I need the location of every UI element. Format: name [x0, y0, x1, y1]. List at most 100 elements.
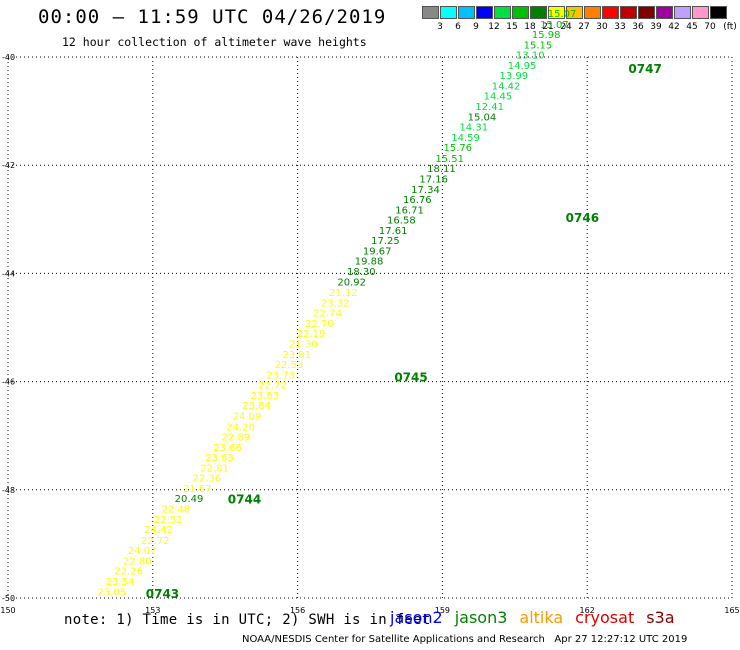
data-point-label: 17.61 [379, 226, 408, 237]
legend-swatch [584, 6, 601, 19]
data-point-label: 23.54 [106, 577, 135, 588]
data-point-label: 15.76 [444, 143, 473, 154]
legend-swatch [476, 6, 493, 19]
data-point-label: 22.70 [305, 319, 334, 330]
data-point-label: 22.74 [313, 309, 342, 320]
legend-tick-label: 27 [578, 22, 590, 32]
legend-tick-label: 15 [506, 22, 518, 32]
x-tick-label: 165 [724, 606, 739, 615]
legend-swatch [620, 6, 637, 19]
data-point-label: 16.71 [395, 205, 424, 216]
data-point-label: 21.30 [289, 340, 318, 351]
data-point-label: 16.58 [387, 216, 416, 227]
chart-title: 00:00 – 11:59 UTC 04/26/2019 [38, 6, 387, 28]
data-point-label: 14.59 [451, 133, 480, 144]
data-point-label: 13.10 [516, 51, 545, 62]
data-point-label: 23.66 [213, 443, 242, 454]
data-point-label: 12.41 [475, 102, 504, 113]
y-tick-label: -44 [2, 269, 15, 278]
legend-swatch [530, 6, 547, 19]
legend-swatch [422, 6, 439, 19]
y-tick-label: -46 [2, 378, 15, 387]
data-point-label: 20.92 [337, 277, 366, 288]
legend-swatch [602, 6, 619, 19]
credit-line: NOAA/NESDIS Center for Satellite Applica… [242, 634, 688, 645]
legend-tick-label: 70 [704, 22, 716, 32]
data-point-label: 19.67 [363, 246, 392, 257]
legend-tick-label: 18 [524, 22, 536, 32]
data-point-label: 17.16 [419, 175, 448, 186]
data-point-label: 16.76 [403, 195, 432, 206]
time-label: 0747 [628, 62, 661, 76]
data-point-label: 17.34 [411, 185, 440, 196]
time-label: 0746 [566, 211, 599, 225]
data-point-label: 23.84 [242, 401, 271, 412]
x-tick-label: 153 [145, 606, 160, 615]
data-point-label: 21.67 [183, 484, 212, 495]
data-point-label: 22.26 [114, 567, 143, 578]
legend-swatch [710, 6, 727, 19]
legend-swatch [692, 6, 709, 19]
legend-tick-label: 6 [455, 22, 461, 32]
data-point-label: 22.36 [193, 474, 222, 485]
data-point-label: 23.83 [205, 453, 234, 464]
time-label: 0745 [394, 371, 427, 385]
data-point-label: 22.89 [221, 433, 250, 444]
data-point-label: 24.07 [128, 546, 157, 557]
x-tick-label: 162 [580, 606, 595, 615]
data-point-label: 24.09 [233, 411, 262, 422]
legend-swatch [512, 6, 529, 19]
data-point-label: 23.83 [250, 391, 279, 402]
data-point-label: 14.42 [492, 81, 521, 92]
y-tick-label: -42 [2, 161, 15, 170]
satellite-s3a: s3a [646, 608, 675, 627]
data-point-label: 22.19 [297, 329, 326, 340]
legend-swatch [674, 6, 691, 19]
legend-swatch [638, 6, 655, 19]
legend-tick-label: 12 [488, 22, 500, 32]
legend-tick-label: 36 [632, 22, 644, 32]
data-point-label: 22.48 [162, 505, 191, 516]
legend-tick-label: 30 [596, 22, 608, 32]
legend-tick-label: 45 [686, 22, 698, 32]
legend-swatch [440, 6, 457, 19]
legend-swatch [494, 6, 511, 19]
data-point-label: 14.95 [508, 61, 537, 72]
data-point-label: 22.72 [258, 381, 287, 392]
legend-swatch [656, 6, 673, 19]
legend-tick-label: 42 [668, 22, 680, 32]
legend-tick-label: 3 [437, 22, 443, 32]
x-tick-label: 159 [435, 606, 450, 615]
data-point-label: 23.81 [282, 350, 311, 361]
satellite-altika: altika [519, 608, 564, 627]
data-point-label: 22.80 [123, 556, 152, 567]
chart-subtitle: 12 hour collection of altimeter wave hei… [62, 35, 367, 49]
data-point-label: 22.52 [154, 515, 183, 526]
legend-swatch [548, 6, 565, 19]
legend-tick-label: 33 [614, 22, 626, 32]
data-point-label: 19.88 [355, 257, 384, 268]
x-tick-label: 150 [0, 606, 15, 615]
data-point-label: 15.51 [435, 154, 464, 165]
data-point-label: 15.04 [468, 112, 497, 123]
y-tick-label: -40 [2, 53, 15, 62]
satellite-legend: jason2 jason3 altika cryosat s3a [390, 608, 687, 627]
time-label: 0743 [146, 587, 179, 601]
data-point-label: 14.45 [484, 92, 513, 103]
legend-swatch [566, 6, 583, 19]
footnote: note: 1) Time is in UTC; 2) SWH is in fe… [64, 612, 431, 628]
legend-tick-label: 24 [560, 22, 572, 32]
satellite-cryosat: cryosat [575, 608, 635, 627]
time-label: 0744 [228, 492, 261, 506]
data-point-label: 22.72 [141, 536, 170, 547]
data-point-label: 24.20 [226, 422, 255, 433]
data-point-label: 15.07 [540, 20, 569, 31]
legend-tick-label: 39 [650, 22, 662, 32]
data-point-label: 21.12 [329, 288, 358, 299]
data-point-label: 15.98 [532, 30, 561, 41]
data-point-label: 23.32 [321, 298, 350, 309]
data-point-label: 13.99 [500, 71, 529, 82]
data-point-label: 14.31 [459, 123, 488, 134]
legend-tick-label: 21 [542, 22, 554, 32]
